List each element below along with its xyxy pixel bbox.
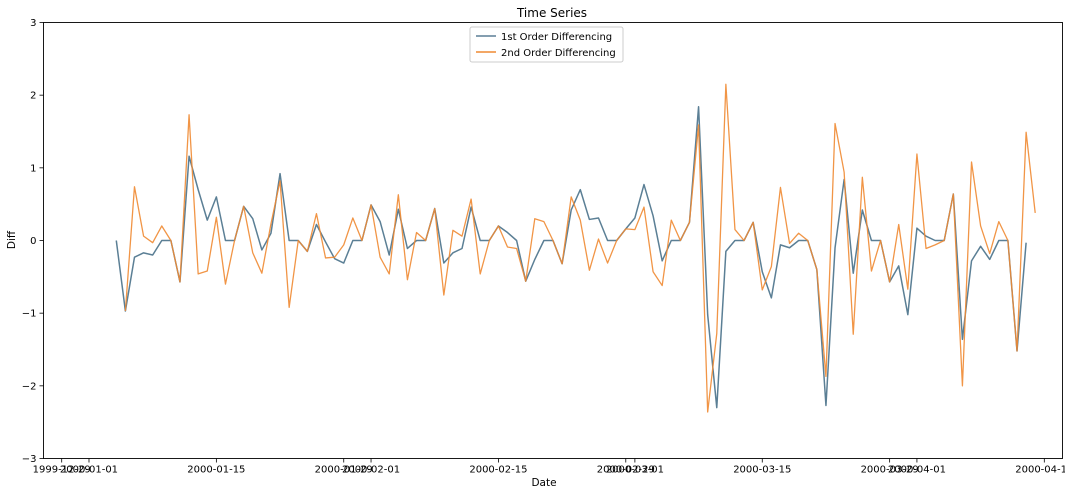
y-tick-label: 0 — [30, 236, 36, 247]
series-line-2nd-order — [124, 83, 1036, 413]
series-lines — [115, 83, 1036, 413]
x-tick-label: 2000-01-15 — [187, 465, 245, 476]
series-line-1st-order — [115, 106, 1027, 409]
legend: 1st Order Differencing 2nd Order Differe… — [469, 26, 624, 63]
x-tick-label: 2000-03-29 — [861, 465, 919, 476]
x-tick-label: 2000-02-15 — [469, 465, 527, 476]
legend-box — [469, 26, 624, 63]
y-axis-label: Diff — [6, 230, 18, 249]
x-tick-label: 2000-04-01 — [888, 465, 946, 476]
x-tick-label: 2000-03-15 — [733, 465, 791, 476]
x-tick-label: 2000-01-29 — [315, 465, 373, 476]
x-tick-label: 2000-02-29 — [597, 465, 655, 476]
legend-label-1st-order: 1st Order Differencing — [501, 32, 612, 43]
y-axis: −3 −2 −1 0 1 2 3 — [22, 18, 44, 465]
chart-title: Time Series — [516, 6, 587, 20]
y-tick-label: −3 — [22, 454, 37, 465]
x-tick-label: 2000-01-01 — [60, 465, 118, 476]
x-tick-label: 2000-04-15 — [1015, 465, 1065, 476]
x-tick-label: 2000-03-01 — [606, 465, 664, 476]
y-tick-label: 1 — [30, 163, 36, 174]
y-tick-label: −2 — [22, 381, 37, 392]
y-tick-label: −1 — [22, 309, 37, 320]
x-axis-label: Date — [531, 477, 556, 489]
y-tick-label: 3 — [30, 18, 36, 29]
x-tick-label: 2000-02-01 — [342, 465, 400, 476]
y-tick-label: 2 — [30, 91, 36, 102]
legend-label-2nd-order: 2nd Order Differencing — [501, 48, 616, 59]
x-tick-label: 1999-12-29 — [33, 465, 91, 476]
